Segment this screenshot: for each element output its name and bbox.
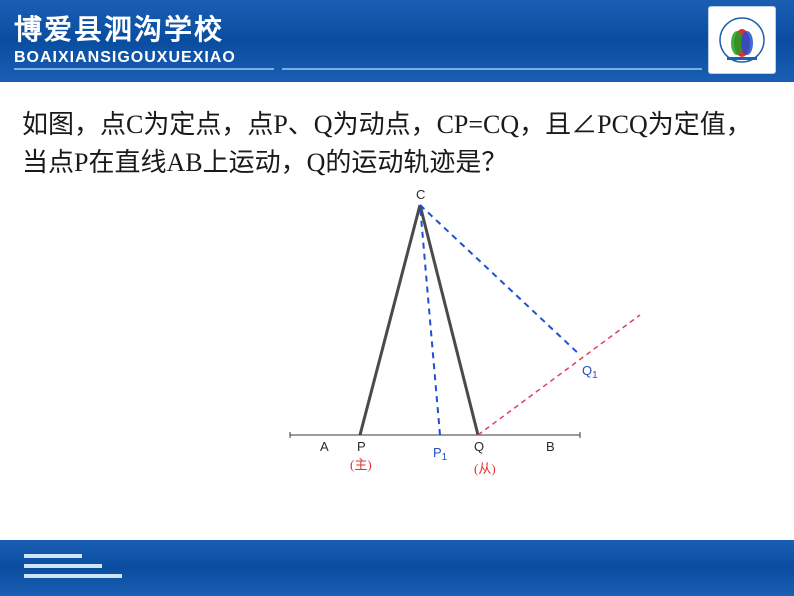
label-c: C (416, 187, 425, 202)
label-a: A (320, 439, 329, 454)
header-underline-2 (282, 68, 702, 70)
geometry-diagram: A P P1 Q B C Q1 (主) (从) (260, 185, 660, 485)
header-underline-1 (14, 68, 274, 70)
annotation-cong: (从) (474, 461, 496, 476)
label-b: B (546, 439, 555, 454)
label-q: Q (474, 439, 484, 454)
trajectory-line (478, 315, 640, 435)
content-area: 如图，点C为定点，点P、Q为动点，CP=CQ，且∠PCQ为定值，当点P在直线AB… (0, 82, 794, 181)
footer-stripes (24, 554, 122, 584)
annotation-zhu: (主) (350, 457, 372, 472)
label-p1: P1 (433, 445, 448, 463)
school-logo (708, 6, 776, 74)
line-cq (420, 205, 478, 435)
stripe-2 (24, 564, 102, 568)
problem-text: 如图，点C为定点，点P、Q为动点，CP=CQ，且∠PCQ为定值，当点P在直线AB… (22, 106, 772, 181)
stripe-3 (24, 574, 122, 578)
header-bar: 博爱县泗沟学校 BOAIXIANSIGOUXUEXIAO (0, 0, 794, 82)
stripe-1 (24, 554, 82, 558)
label-q1: Q1 (582, 363, 598, 381)
logo-icon (717, 15, 767, 65)
school-title-cn: 博爱县泗沟学校 (14, 16, 236, 47)
school-title-en: BOAIXIANSIGOUXUEXIAO (14, 49, 236, 67)
header-text: 博爱县泗沟学校 BOAIXIANSIGOUXUEXIAO (14, 16, 236, 66)
label-p: P (357, 439, 366, 454)
line-cp (360, 205, 420, 435)
line-cq1 (420, 205, 580, 355)
footer-bar (0, 540, 794, 596)
